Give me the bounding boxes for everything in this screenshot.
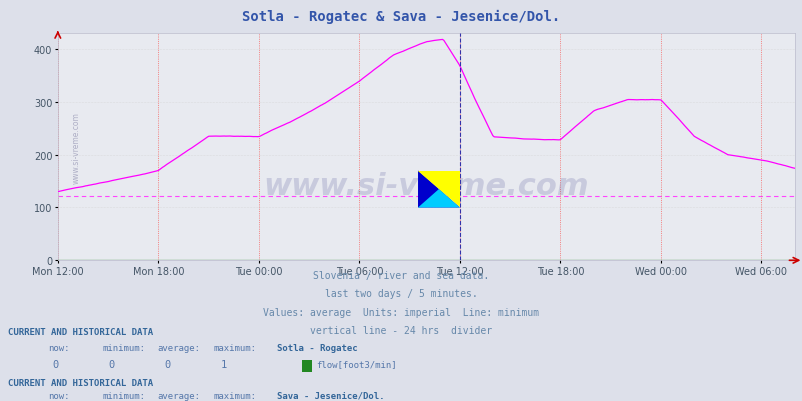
Text: Sotla - Rogatec & Sava - Jesenice/Dol.: Sotla - Rogatec & Sava - Jesenice/Dol. [242, 10, 560, 24]
Text: maximum:: maximum: [213, 391, 257, 400]
Text: vertical line - 24 hrs  divider: vertical line - 24 hrs divider [310, 325, 492, 335]
Text: maximum:: maximum: [213, 343, 257, 352]
Polygon shape [418, 171, 460, 208]
Text: last two days / 5 minutes.: last two days / 5 minutes. [325, 289, 477, 299]
Text: now:: now: [48, 391, 70, 400]
Text: Values: average  Units: imperial  Line: minimum: Values: average Units: imperial Line: mi… [263, 307, 539, 317]
Text: 0: 0 [164, 359, 171, 369]
Text: minimum:: minimum: [103, 343, 146, 352]
Text: www.si-vreme.com: www.si-vreme.com [263, 171, 589, 200]
Text: flow[foot3/min]: flow[foot3/min] [316, 359, 396, 368]
Text: CURRENT AND HISTORICAL DATA: CURRENT AND HISTORICAL DATA [8, 327, 153, 336]
Polygon shape [418, 171, 460, 208]
Text: 0: 0 [108, 359, 115, 369]
Text: 0: 0 [52, 359, 59, 369]
Text: Sava - Jesenice/Dol.: Sava - Jesenice/Dol. [277, 391, 384, 400]
Text: minimum:: minimum: [103, 391, 146, 400]
Text: average:: average: [157, 343, 200, 352]
Text: Sotla - Rogatec: Sotla - Rogatec [277, 343, 357, 352]
Text: now:: now: [48, 343, 70, 352]
Text: 1: 1 [221, 359, 227, 369]
Polygon shape [418, 190, 460, 208]
Text: Slovenia / river and sea data.: Slovenia / river and sea data. [313, 271, 489, 281]
Text: www.si-vreme.com: www.si-vreme.com [71, 111, 81, 183]
Text: CURRENT AND HISTORICAL DATA: CURRENT AND HISTORICAL DATA [8, 378, 153, 387]
Text: average:: average: [157, 391, 200, 400]
